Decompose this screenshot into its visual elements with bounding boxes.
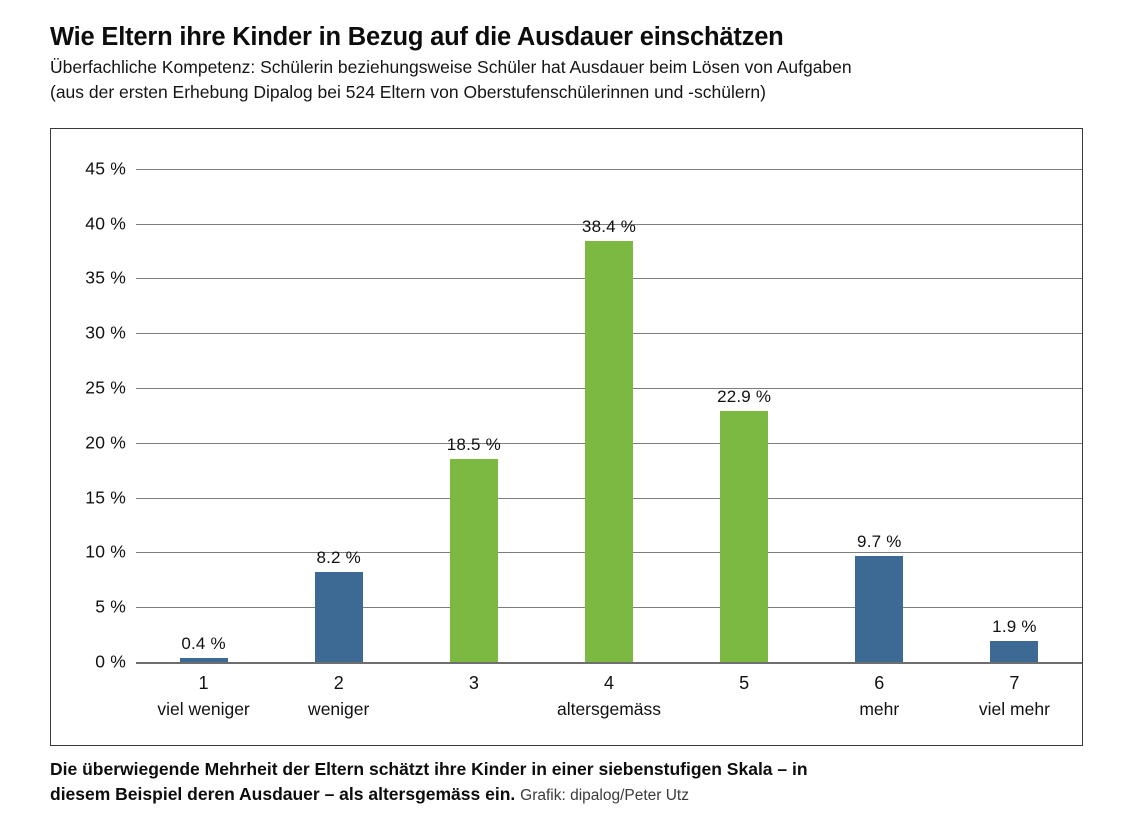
chart-subtitle-line-2: (aus der ersten Erhebung Dipalog bei 524… <box>50 82 766 102</box>
chart-header: Wie Eltern ihre Kinder in Bezug auf die … <box>50 22 1085 105</box>
chart-credit: Grafik: dipalog/Peter Utz <box>520 787 689 804</box>
gridline <box>136 223 1082 225</box>
page-title: Wie Eltern ihre Kinder in Bezug auf die … <box>50 23 784 51</box>
chart-subtitle-line-1: Überfachliche Kompetenz: Schülerin bezie… <box>50 57 852 77</box>
x-axis-tick-sublabel: mehr <box>859 699 900 719</box>
gridline <box>136 168 1082 170</box>
y-axis-tick-label: 5 % <box>95 596 126 617</box>
x-axis-baseline <box>136 662 1082 664</box>
chart-caption: Die überwiegende Mehrheit der Eltern sch… <box>50 757 1090 808</box>
x-axis-labels: 1 viel weniger 2 weniger 3 4 altersgemäss 5 6 m… <box>136 670 1082 740</box>
bar-6: 9.7 % <box>855 532 904 662</box>
caption-line-2: diesem Beispiel deren Ausdauer – als alt… <box>50 784 516 804</box>
plot-area: 0.4 % 8.2 % 18.5 % 38.4 % 22.9 % 9.7 % 1.9 % <box>136 129 1082 745</box>
y-axis-labels: 0 % 5 % 10 % 15 % 20 % 25 % 30 % 35 % 40 % 45 % <box>51 129 126 745</box>
x-axis-tick-number: 6 <box>874 673 885 693</box>
chart-frame: 0 % 5 % 10 % 15 % 20 % 25 % 30 % 35 % 40 % 45 % 0… <box>50 128 1083 746</box>
x-axis-category-1: 1 viel weniger <box>157 670 249 722</box>
x-axis-tick-number: 4 <box>603 673 615 693</box>
bar-rect <box>449 459 498 662</box>
bar-rect <box>990 641 1039 662</box>
x-axis-tick-number: 2 <box>333 673 344 693</box>
bar-rect <box>179 657 228 662</box>
bar-value-label: 1.9 % <box>992 617 1037 637</box>
bar-rect <box>314 572 363 662</box>
x-axis-category-5: 5 <box>739 670 749 722</box>
bar-value-label: 18.5 % <box>446 435 501 455</box>
x-axis-category-2: 2 weniger <box>308 670 369 722</box>
bar-rect <box>720 411 769 662</box>
x-axis-category-3: 3 <box>469 670 479 722</box>
x-axis-category-4: 4 altersgemäss <box>557 670 661 722</box>
y-axis-tick-label: 35 % <box>85 267 126 288</box>
x-axis-tick-number: 1 <box>198 673 209 693</box>
bar-rect <box>855 555 904 662</box>
x-axis-category-6: 6 mehr <box>859 670 899 722</box>
bar-2: 8.2 % <box>314 548 363 662</box>
x-axis-tick-sublabel: weniger <box>308 699 370 719</box>
bar-value-label: 0.4 % <box>181 633 226 653</box>
y-axis-tick-label: 25 % <box>85 377 126 398</box>
x-axis-tick-number: 7 <box>1009 673 1020 693</box>
y-axis-tick-label: 0 % <box>95 651 126 672</box>
x-axis-tick-sublabel: viel mehr <box>978 699 1050 719</box>
y-axis-tick-label: 40 % <box>85 213 126 234</box>
y-axis-tick-label: 30 % <box>85 322 126 343</box>
x-axis-tick-number: 3 <box>468 673 479 693</box>
x-axis-tick-sublabel: altersgemäss <box>556 699 662 719</box>
y-axis-tick-label: 45 % <box>85 158 126 179</box>
bar-value-label: 22.9 % <box>717 387 772 407</box>
bar-value-label: 9.7 % <box>857 531 902 551</box>
bar-value-label: 38.4 % <box>581 217 637 237</box>
y-axis-tick-label: 20 % <box>85 432 126 453</box>
y-axis-tick-label: 15 % <box>85 487 126 508</box>
bar-1: 0.4 % <box>179 634 228 662</box>
bar-rect <box>585 241 633 662</box>
x-axis-tick-number: 5 <box>739 673 750 693</box>
bar-7: 1.9 % <box>990 617 1039 662</box>
bar-3: 18.5 % <box>447 435 501 662</box>
bar-value-label: 8.2 % <box>316 548 361 568</box>
bar-4: 38.4 % <box>582 217 636 662</box>
caption-line-1: Die überwiegende Mehrheit der Eltern sch… <box>50 759 808 779</box>
x-axis-tick-sublabel <box>739 696 749 722</box>
x-axis-tick-sublabel: viel weniger <box>157 699 250 719</box>
y-axis-tick-label: 10 % <box>85 541 126 562</box>
bar-5: 22.9 % <box>717 387 771 662</box>
x-axis-category-7: 7 viel mehr <box>979 670 1050 722</box>
x-axis-tick-sublabel <box>469 696 479 722</box>
